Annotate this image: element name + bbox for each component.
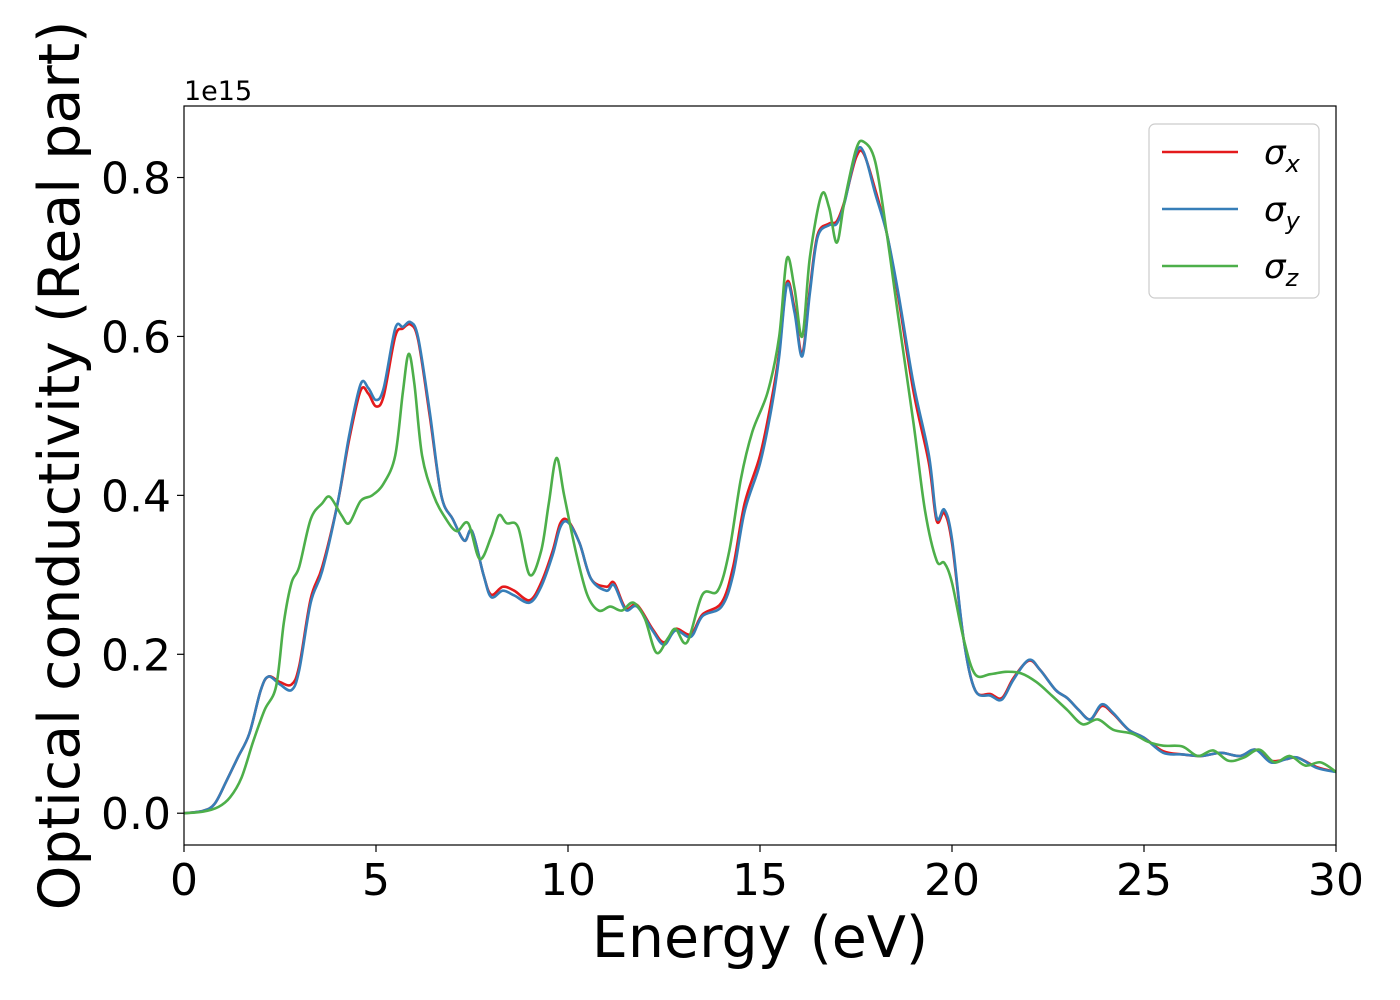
x-tick-label: 30 xyxy=(1308,855,1364,906)
legend-label-symbol: σ xyxy=(1264,247,1287,287)
x-tick-label: 0 xyxy=(170,855,198,906)
y-tick-label: 0.2 xyxy=(101,630,171,681)
legend-label-subscript: z xyxy=(1285,264,1300,292)
y-tick-label: 0.8 xyxy=(101,154,171,205)
x-axis-title: Energy (eV) xyxy=(592,905,928,971)
y-tick-label: 0.0 xyxy=(101,789,171,840)
x-tick-label: 15 xyxy=(732,855,788,906)
legend-label-symbol: σ xyxy=(1264,133,1287,173)
y-tick-label: 0.6 xyxy=(101,312,171,363)
legend-label-sigma-z: σz xyxy=(1264,247,1300,292)
legend-label-subscript: y xyxy=(1285,207,1301,235)
legend-label-subscript: x xyxy=(1285,150,1301,178)
legend-label-sigma-x: σx xyxy=(1264,133,1301,178)
series-layer xyxy=(184,139,1336,815)
series-line-sigma-y xyxy=(184,145,1336,815)
y-axis-title: Optical conductivity (Real part) xyxy=(27,21,93,911)
x-tick-label: 25 xyxy=(1116,855,1172,906)
axis-ticks: 0 5 10 15 20 25 30 0.0 0.2 0.4 0.6 0.8 xyxy=(101,154,1364,906)
x-tick-label: 20 xyxy=(924,855,980,906)
series-line-sigma-z xyxy=(184,139,1336,815)
x-tick-label: 5 xyxy=(362,855,390,906)
legend-box xyxy=(1148,123,1320,299)
y-tick-label: 0.4 xyxy=(101,471,171,522)
y-axis-offset-label: 1e15 xyxy=(184,76,252,107)
x-tick-label: 10 xyxy=(540,855,596,906)
legend-label-sigma-y: σy xyxy=(1264,190,1301,235)
legend-label-symbol: σ xyxy=(1264,190,1287,230)
